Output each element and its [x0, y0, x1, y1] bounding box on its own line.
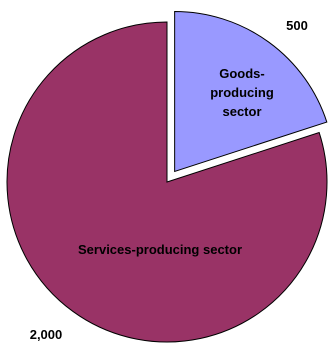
slice-label-goods-line3: sector [222, 104, 261, 119]
slice-label-goods-line1: Goods- [219, 66, 265, 81]
slice-label-services: Services-producing sector [78, 242, 242, 257]
pie-slice-services [6, 21, 328, 343]
slice-label-goods-line2: producing [210, 85, 274, 100]
value-label-services: 2,000 [30, 327, 63, 342]
pie-slices [6, 10, 328, 343]
pie-labels: 500 2,000 Goods- producing sector Servic… [30, 18, 308, 342]
value-label-goods: 500 [286, 18, 308, 33]
pie-slice-goods [174, 10, 328, 173]
